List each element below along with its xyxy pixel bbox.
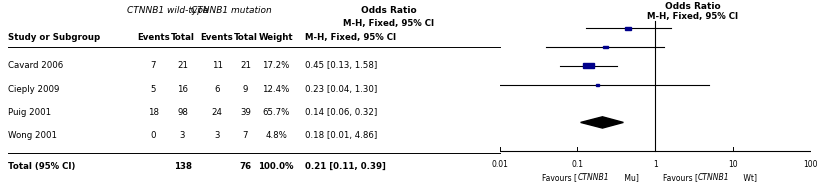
Text: 0.21 [0.11, 0.39]: 0.21 [0.11, 0.39]	[305, 162, 387, 171]
Text: 1: 1	[653, 160, 658, 169]
Text: Total: Total	[233, 33, 257, 42]
Text: 39: 39	[240, 108, 251, 117]
Bar	[583, 63, 595, 68]
Text: Weight: Weight	[259, 33, 293, 42]
Text: 65.7%: 65.7%	[262, 108, 290, 117]
Text: 6: 6	[215, 85, 219, 94]
Text: 9: 9	[243, 85, 248, 94]
Text: 10: 10	[728, 160, 738, 169]
Text: Events: Events	[137, 33, 170, 42]
Text: 7: 7	[151, 61, 156, 70]
Text: Wt]: Wt]	[740, 173, 757, 182]
Text: CTNNB1: CTNNB1	[698, 173, 729, 182]
Text: 0.18 [0.01, 4.86]: 0.18 [0.01, 4.86]	[305, 131, 378, 140]
Text: M-H, Fixed, 95% CI: M-H, Fixed, 95% CI	[305, 33, 396, 42]
Text: Odds Ratio: Odds Ratio	[361, 6, 417, 15]
Text: 3: 3	[180, 131, 185, 140]
Text: 138: 138	[174, 162, 192, 171]
Text: 0: 0	[151, 131, 156, 140]
Text: CTNNB1 mutation: CTNNB1 mutation	[191, 6, 272, 15]
Text: 0.23 [0.04, 1.30]: 0.23 [0.04, 1.30]	[305, 85, 378, 94]
Text: 12.4%: 12.4%	[262, 85, 290, 94]
Text: 76: 76	[239, 162, 251, 171]
Text: 98: 98	[177, 108, 188, 117]
Text: 100: 100	[803, 160, 818, 169]
Text: Puig 2001: Puig 2001	[8, 108, 52, 117]
Text: 24: 24	[211, 108, 223, 117]
Text: Total (95% CI): Total (95% CI)	[8, 162, 75, 171]
Bar	[603, 46, 608, 48]
Text: Odds Ratio: Odds Ratio	[664, 2, 720, 11]
Text: Mu]: Mu]	[622, 173, 639, 182]
Text: 3: 3	[215, 131, 219, 140]
Text: 100.0%: 100.0%	[258, 162, 294, 171]
Text: 17.2%: 17.2%	[262, 61, 290, 70]
Text: 0.1: 0.1	[572, 160, 583, 169]
Text: 11: 11	[211, 61, 223, 70]
Text: Total: Total	[170, 33, 195, 42]
Text: Cavard 2006: Cavard 2006	[8, 61, 63, 70]
Text: 0.14 [0.06, 0.32]: 0.14 [0.06, 0.32]	[305, 108, 378, 117]
Text: 21: 21	[177, 61, 188, 70]
Bar	[626, 27, 631, 29]
Text: 5: 5	[151, 85, 156, 94]
Text: CTNNB1: CTNNB1	[577, 173, 609, 182]
Bar	[595, 84, 599, 86]
Polygon shape	[581, 117, 623, 128]
Text: Cieply 2009: Cieply 2009	[8, 85, 60, 94]
Text: 16: 16	[177, 85, 188, 94]
Text: CTNNB1 wild-type: CTNNB1 wild-type	[127, 6, 209, 15]
Text: 4.8%: 4.8%	[265, 131, 287, 140]
Text: 21: 21	[240, 61, 251, 70]
Text: Wong 2001: Wong 2001	[8, 131, 57, 140]
Text: Study or Subgroup: Study or Subgroup	[8, 33, 101, 42]
Text: 18: 18	[147, 108, 159, 117]
Text: 0.01: 0.01	[491, 160, 508, 169]
Text: 0.45 [0.13, 1.58]: 0.45 [0.13, 1.58]	[305, 61, 378, 70]
Text: M-H, Fixed, 95% CI: M-H, Fixed, 95% CI	[343, 19, 435, 28]
Text: M-H, Fixed, 95% CI: M-H, Fixed, 95% CI	[647, 12, 738, 21]
Text: Favours [: Favours [	[663, 173, 698, 182]
Text: Favours [: Favours [	[542, 173, 577, 182]
Text: 7: 7	[242, 131, 248, 140]
Text: Events: Events	[201, 33, 233, 42]
